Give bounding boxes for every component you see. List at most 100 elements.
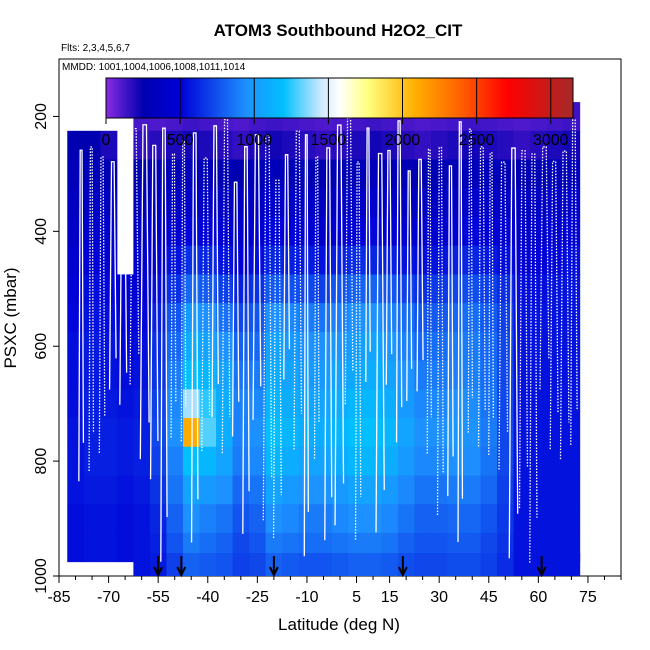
heatmap-cell bbox=[463, 159, 481, 189]
y-axis: 200 400 600 800 1000 bbox=[33, 103, 59, 594]
heatmap-cell bbox=[199, 303, 217, 333]
x-tick-label: 75 bbox=[579, 589, 597, 606]
heatmap-cell bbox=[381, 245, 399, 275]
y-axis-label: PSXC (mbar) bbox=[1, 267, 20, 368]
heatmap-cell bbox=[497, 475, 515, 505]
heatmap-cell bbox=[364, 389, 382, 419]
heatmap-cell bbox=[249, 553, 267, 576]
heatmap-cell bbox=[232, 446, 250, 476]
dates-subtitle: MMDD: 1001,1004,1006,1008,1011,1014 bbox=[62, 62, 246, 73]
heatmap-cell bbox=[100, 303, 118, 333]
heatmap-cell bbox=[149, 274, 167, 304]
heatmap-cell bbox=[83, 532, 101, 563]
heatmap-cell bbox=[546, 475, 564, 505]
chart-title: ATOM3 Southbound H2O2_CIT bbox=[214, 21, 463, 40]
heatmap-cell bbox=[513, 274, 531, 304]
heatmap-cell bbox=[463, 188, 481, 218]
heatmap-cell bbox=[463, 245, 481, 275]
heatmap-cell bbox=[397, 303, 415, 333]
heatmap-cell bbox=[216, 553, 234, 576]
heatmap-cell bbox=[348, 389, 366, 419]
colorbar-tick-label: 500 bbox=[167, 132, 194, 149]
heatmap-cell bbox=[563, 504, 581, 534]
x-tick-label: -40 bbox=[196, 589, 219, 606]
heatmap-cell bbox=[100, 504, 118, 534]
heatmap-cell bbox=[397, 446, 415, 476]
heatmap-cell bbox=[331, 188, 349, 218]
heatmap-cell bbox=[513, 475, 531, 505]
heatmap-cell bbox=[447, 360, 465, 390]
profile-trace bbox=[354, 161, 362, 540]
x-axis-label: Latitude (deg N) bbox=[278, 615, 400, 634]
heatmap-cell bbox=[216, 245, 234, 275]
heatmap-cell bbox=[364, 303, 382, 333]
heatmap-cell bbox=[546, 159, 564, 189]
profile-trace bbox=[262, 134, 273, 521]
heatmap-cell bbox=[364, 418, 382, 448]
heatmap-cell bbox=[513, 504, 531, 534]
heatmap-cell bbox=[430, 389, 448, 419]
colorbar-gradient bbox=[105, 77, 574, 119]
heatmap-cell bbox=[513, 418, 531, 448]
heatmap-cell bbox=[463, 504, 481, 534]
heatmap-cell bbox=[265, 475, 283, 505]
profile-marker-arrowhead bbox=[176, 566, 187, 578]
heatmap-cell bbox=[166, 216, 184, 247]
x-tick-label: -70 bbox=[97, 589, 120, 606]
colorbar-tick-label: 2000 bbox=[385, 132, 421, 149]
heatmap-cell bbox=[249, 446, 267, 476]
heatmap-cell bbox=[530, 331, 548, 362]
heatmap-cell bbox=[282, 245, 300, 275]
heatmap-cell bbox=[182, 245, 200, 275]
heatmap-cell bbox=[216, 303, 234, 333]
heatmap-cell bbox=[331, 553, 349, 576]
heatmap-cell bbox=[480, 216, 498, 247]
heatmap-cell bbox=[331, 245, 349, 275]
heatmap-cell bbox=[166, 303, 184, 333]
heatmap-cell bbox=[83, 360, 101, 390]
heatmap-cell bbox=[216, 504, 234, 534]
y-tick-label: 600 bbox=[33, 333, 50, 360]
profile-trace bbox=[231, 181, 240, 437]
heatmap-cell bbox=[100, 475, 118, 505]
heatmap-cell bbox=[100, 130, 118, 161]
heatmap-cell bbox=[563, 553, 581, 576]
heatmap-cell bbox=[83, 130, 101, 161]
heatmap-cell bbox=[232, 418, 250, 448]
heatmap-cell bbox=[182, 331, 200, 362]
heatmap-cell bbox=[133, 504, 151, 534]
heatmap-cell bbox=[430, 418, 448, 448]
heatmap-cell bbox=[381, 360, 399, 390]
profile-trace bbox=[98, 156, 106, 453]
heatmap-cell bbox=[546, 331, 564, 362]
heatmap-cell bbox=[232, 360, 250, 390]
heatmap-cell bbox=[397, 418, 415, 448]
heatmap-cell bbox=[100, 188, 118, 218]
heatmap-cell bbox=[530, 159, 548, 189]
profile-trace bbox=[375, 152, 385, 533]
heatmap-cell bbox=[381, 303, 399, 333]
heatmap-cell bbox=[447, 553, 465, 576]
heatmap-cell bbox=[166, 446, 184, 476]
profile-trace bbox=[334, 124, 345, 526]
heatmap-cell bbox=[530, 389, 548, 419]
heatmap-cell bbox=[331, 446, 349, 476]
heatmap-cell bbox=[331, 159, 349, 189]
heatmap-cell bbox=[513, 130, 531, 161]
profile-trace bbox=[508, 147, 519, 559]
profile-trace bbox=[160, 127, 168, 562]
heatmap-cell bbox=[331, 418, 349, 448]
heatmap-cell bbox=[149, 303, 167, 333]
heatmap-cell bbox=[232, 475, 250, 505]
profile-trace bbox=[313, 156, 320, 459]
heatmap-cell bbox=[463, 360, 481, 390]
heatmap-cell bbox=[67, 532, 85, 563]
heatmap-cell bbox=[182, 389, 200, 419]
heatmap-cell bbox=[381, 130, 399, 161]
profile-trace bbox=[539, 146, 550, 390]
heatmap-cell bbox=[249, 216, 267, 247]
profile-trace bbox=[488, 152, 495, 455]
profile-trace bbox=[498, 161, 509, 470]
heatmap-cell bbox=[315, 475, 333, 505]
